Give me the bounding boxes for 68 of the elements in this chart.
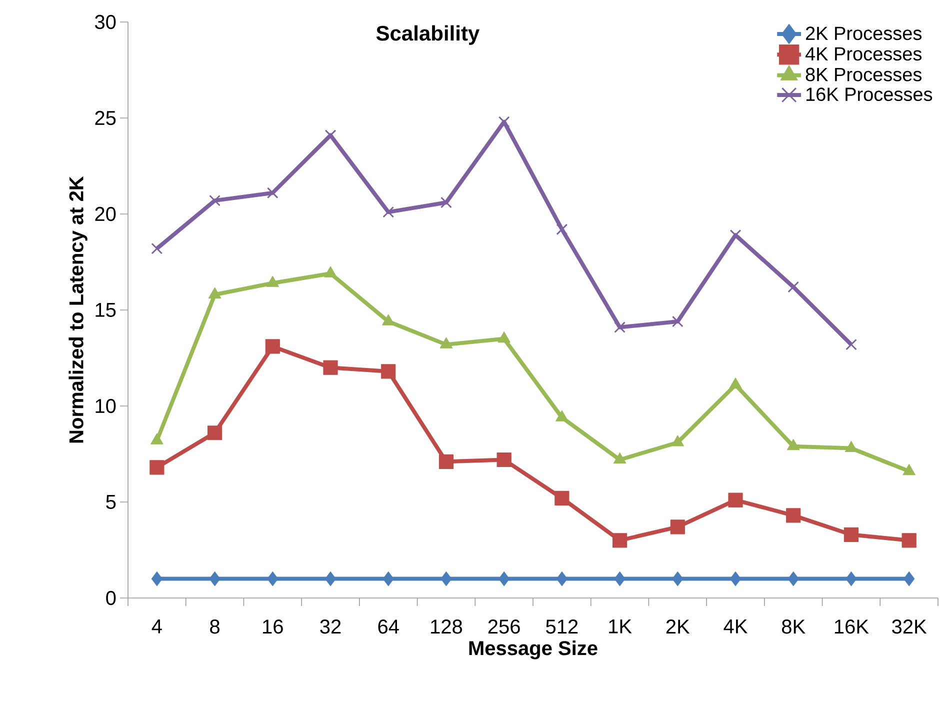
point — [728, 492, 743, 508]
y-tick-label: 10 — [96, 398, 116, 414]
point — [382, 206, 394, 218]
x-tick-label: 4 — [152, 620, 162, 634]
point — [382, 572, 394, 586]
point — [786, 508, 801, 523]
legend-label: 8K Processes — [806, 68, 922, 82]
y-tick-label: 5 — [106, 495, 116, 509]
x-tick-label: 8K — [782, 620, 806, 634]
point — [670, 520, 685, 534]
point — [266, 187, 278, 199]
point — [672, 316, 684, 328]
point — [902, 533, 916, 548]
x-tick-label: 8 — [210, 620, 220, 634]
point — [381, 364, 396, 379]
point — [209, 572, 220, 586]
y-tick-label: 0 — [106, 590, 116, 606]
point — [324, 572, 336, 586]
chart-title: Scalability — [376, 25, 480, 45]
legend-label: 4K Processes — [805, 47, 922, 61]
point — [556, 224, 568, 236]
x-tick-label: 2K — [666, 620, 690, 634]
x-tick-label: 256 — [488, 620, 520, 634]
point — [498, 116, 510, 128]
point — [207, 426, 222, 440]
point — [150, 460, 164, 475]
point — [151, 572, 162, 586]
point — [265, 339, 280, 354]
point — [438, 454, 454, 469]
point — [440, 572, 452, 586]
y-tick-label: 15 — [96, 303, 116, 317]
x-tick-label: 32K — [892, 620, 927, 634]
point — [267, 572, 278, 586]
y-tick-label: 25 — [95, 110, 116, 126]
point — [498, 572, 510, 586]
point — [556, 572, 568, 586]
point — [730, 572, 742, 586]
point — [612, 533, 628, 548]
legend-label: 16K Processes — [806, 88, 932, 102]
point — [209, 194, 220, 206]
point — [904, 572, 915, 586]
point — [614, 572, 626, 586]
point — [846, 338, 857, 350]
point — [730, 229, 742, 241]
point — [554, 490, 570, 506]
x-tick-label: 32 — [320, 620, 341, 634]
point — [151, 242, 163, 254]
point — [788, 281, 800, 293]
point — [323, 360, 338, 375]
y-axis-title: Normalized to Latency at 2K — [68, 176, 88, 443]
x-tick-label: 4K — [724, 620, 748, 634]
x-tick-label: 128 — [431, 620, 462, 634]
x-tick-label: 64 — [378, 620, 399, 634]
point — [440, 196, 452, 208]
x-axis-title: Message Size — [469, 640, 598, 660]
x-tick-label: 16K — [834, 620, 869, 634]
x-tick-label: 16 — [263, 620, 283, 634]
point — [844, 527, 859, 542]
y-tick-label: 20 — [95, 206, 116, 222]
x-tick-label: 512 — [546, 620, 578, 634]
x-tick-label: 1K — [609, 620, 632, 634]
point — [614, 322, 626, 333]
y-tick-label: 30 — [94, 14, 116, 30]
point — [788, 572, 799, 586]
point — [672, 572, 684, 586]
point — [496, 452, 512, 468]
point — [846, 572, 857, 586]
legend-label: 2K Processes — [806, 26, 922, 40]
